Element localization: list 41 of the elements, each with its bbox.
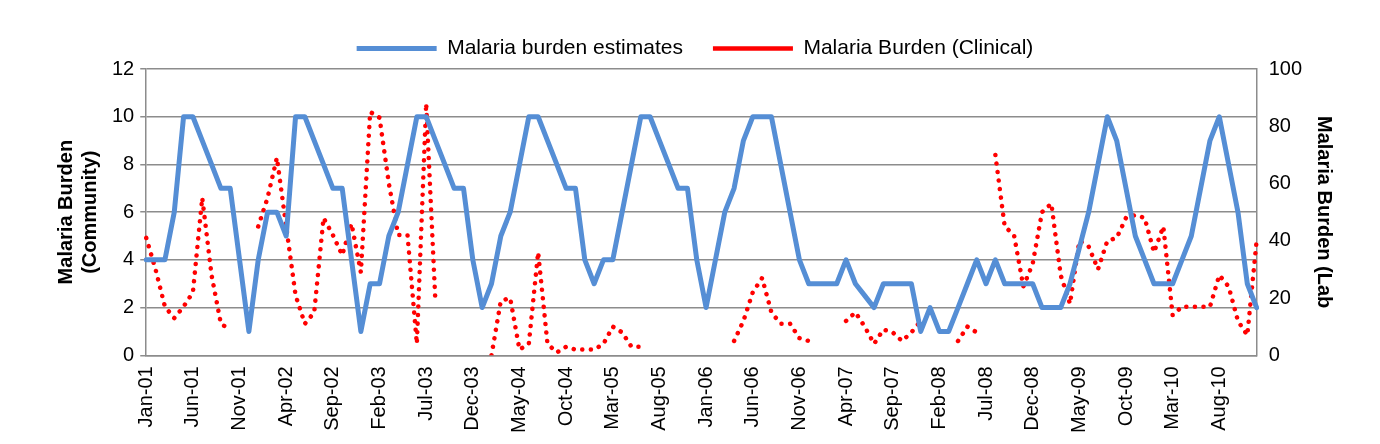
x-tick-label: Sep-02 — [320, 366, 343, 431]
y-tick-label: 0 — [123, 342, 135, 365]
x-tick-label: Jun-06 — [740, 366, 763, 428]
x-tick-label: Feb-08 — [926, 366, 949, 430]
x-tick-label: Aug-05 — [646, 366, 669, 431]
y-tick-label: 6 — [123, 199, 135, 222]
x-tick-label: Jun-01 — [180, 366, 203, 428]
y2-tick-label: 60 — [1268, 171, 1291, 194]
y-tick-label: 2 — [123, 295, 135, 318]
y2-axis-title: Malaria Burden (Lab — [1314, 116, 1337, 309]
x-tick-label: Mar-05 — [600, 366, 623, 430]
y-tick-label: 10 — [112, 104, 135, 127]
x-tick-label: May-04 — [507, 366, 529, 434]
y2-tick-label: 80 — [1268, 113, 1291, 136]
x-tick-label: Jul-08 — [973, 366, 996, 421]
y-tick-label: 12 — [112, 56, 135, 79]
x-tick-label: Aug-10 — [1206, 366, 1229, 431]
legend-label: Malaria Burden (Clinical) — [803, 35, 1034, 59]
x-tick-label: Sep-07 — [880, 366, 903, 431]
y-tick-label: 8 — [123, 151, 135, 174]
y-tick-label: 4 — [123, 247, 135, 270]
y-axis-title: Malaria Burden (Community) — [53, 139, 100, 285]
x-tick-label: Feb-03 — [367, 366, 390, 430]
x-tick-label: Nov-01 — [227, 366, 250, 431]
y2-tick-label: 20 — [1268, 285, 1291, 308]
y2-tick-label: 40 — [1268, 228, 1291, 251]
x-tick-label: Jul-03 — [413, 366, 436, 421]
y2-tick-label: 100 — [1268, 56, 1303, 79]
x-tick-label: Oct-09 — [1113, 366, 1136, 427]
y2-tick-label: 0 — [1268, 342, 1280, 365]
x-tick-label: Apr-07 — [833, 366, 856, 427]
legend-label: Malaria burden estimates — [447, 35, 683, 59]
x-tick-label: Dec-08 — [1020, 366, 1043, 431]
x-tick-label: Oct-04 — [553, 366, 576, 427]
x-tick-label: May-09 — [1066, 366, 1089, 434]
x-tick-label: Nov-06 — [786, 366, 809, 431]
x-tick-label: Jan-01 — [133, 366, 156, 428]
x-tick-label: Apr-02 — [273, 366, 296, 427]
x-tick-label: Dec-03 — [460, 366, 483, 431]
x-tick-label: Jan-06 — [693, 366, 716, 428]
x-tick-label: Mar-10 — [1160, 366, 1183, 430]
